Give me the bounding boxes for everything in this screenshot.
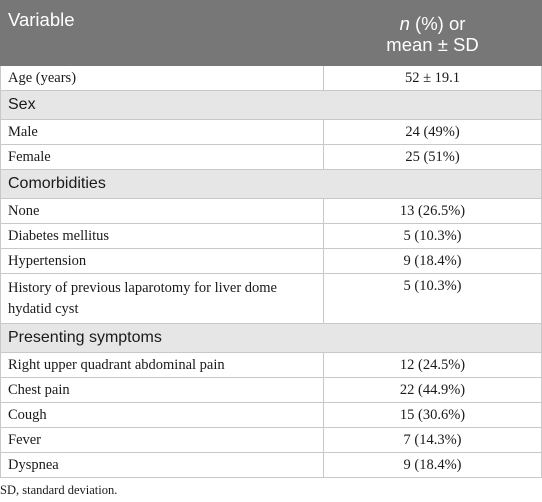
section-row: Presenting symptoms <box>0 323 542 353</box>
row-value: 7 (14.3%) <box>323 427 542 453</box>
row-label: Chest pain <box>0 377 324 403</box>
row-label: Age (years) <box>0 65 324 91</box>
table-row: Dyspnea 9 (18.4%) <box>0 452 542 478</box>
row-value: 15 (30.6%) <box>323 402 542 428</box>
table-row: Hypertension 9 (18.4%) <box>0 248 542 274</box>
row-label: Cough <box>0 402 324 428</box>
row-label: None <box>0 198 324 224</box>
table-row: None 13 (26.5%) <box>0 198 542 224</box>
section-label: Sex <box>0 90 542 120</box>
table-header-row: Variable n (%) or mean ± SD <box>0 0 542 66</box>
row-label: Female <box>0 144 324 170</box>
header-col2-line2: mean ± SD <box>386 34 479 55</box>
table-row: Cough 15 (30.6%) <box>0 402 542 428</box>
row-value: 13 (26.5%) <box>323 198 542 224</box>
patient-characteristics-table: Variable n (%) or mean ± SD Age (years) … <box>0 0 542 478</box>
section-label: Presenting symptoms <box>0 323 542 353</box>
header-n-percent-mean-sd: n (%) or mean ± SD <box>323 0 542 66</box>
row-label: Right upper quadrant abdominal pain <box>0 352 324 378</box>
row-label: Fever <box>0 427 324 453</box>
section-row: Comorbidities <box>0 169 542 199</box>
table-row: Fever 7 (14.3%) <box>0 427 542 453</box>
table-row: Age (years) 52 ± 19.1 <box>0 65 542 91</box>
header-variable: Variable <box>0 0 324 66</box>
row-value: 52 ± 19.1 <box>323 65 542 91</box>
row-label: Diabetes mellitus <box>0 223 324 249</box>
row-label: Male <box>0 119 324 145</box>
row-value: 25 (51%) <box>323 144 542 170</box>
row-label: History of previous laparotomy for liver… <box>0 273 324 324</box>
table-row: History of previous laparotomy for liver… <box>0 273 542 324</box>
table-footnote: SD, standard deviation. <box>0 483 118 497</box>
row-value: 5 (10.3%) <box>323 223 542 249</box>
section-label: Comorbidities <box>0 169 542 199</box>
row-value: 9 (18.4%) <box>323 248 542 274</box>
row-label: Dyspnea <box>0 452 324 478</box>
table-row: Right upper quadrant abdominal pain 12 (… <box>0 352 542 378</box>
section-row: Sex <box>0 90 542 120</box>
table-row: Male 24 (49%) <box>0 119 542 145</box>
row-value: 12 (24.5%) <box>323 352 542 378</box>
row-value: 5 (10.3%) <box>323 273 542 324</box>
row-value: 9 (18.4%) <box>323 452 542 478</box>
header-n-italic: n <box>399 13 410 34</box>
row-value: 22 (44.9%) <box>323 377 542 403</box>
row-label: Hypertension <box>0 248 324 274</box>
table-row: Chest pain 22 (44.9%) <box>0 377 542 403</box>
table-row: Female 25 (51%) <box>0 144 542 170</box>
row-value: 24 (49%) <box>323 119 542 145</box>
header-col2-line1: (%) or <box>409 13 466 34</box>
table-row: Diabetes mellitus 5 (10.3%) <box>0 223 542 249</box>
